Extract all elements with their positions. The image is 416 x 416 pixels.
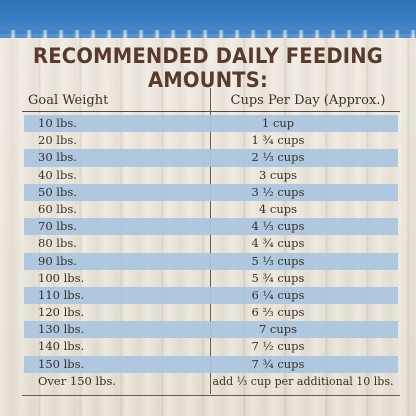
- weight-cell: 40 lbs.: [38, 167, 77, 182]
- cups-cell: 5 ¾ cups: [251, 270, 305, 285]
- column-header-cups: Cups Per Day (Approx.): [230, 93, 386, 108]
- weight-cell: 110 lbs.: [38, 287, 85, 302]
- cups-cell: 7 cups: [258, 322, 298, 337]
- cups-cell: 2 ⅓ cups: [251, 150, 305, 165]
- column-header-weight: Goal Weight: [28, 93, 109, 108]
- weight-cell: 50 lbs.: [38, 184, 77, 199]
- column-divider: [210, 88, 211, 394]
- cups-cell: 3 cups: [258, 167, 298, 182]
- table-row: 140 lbs. 7 ½ cups: [0, 338, 416, 355]
- table-row: Over 150 lbs. add ⅓ cup per additional 10…: [0, 373, 416, 390]
- feeding-table: 10 lbs. 1 cup 20 lbs. 1 ¾ cups 30 lbs. 2 ⅓ …: [0, 115, 416, 390]
- weight-cell: 150 lbs.: [38, 356, 85, 371]
- weight-cell: 20 lbs.: [38, 133, 77, 148]
- cups-cell: 4 ⅓ cups: [251, 219, 305, 234]
- cups-cell: 4 ¾ cups: [251, 236, 305, 251]
- table-row: 30 lbs. 2 ⅓ cups: [0, 149, 416, 167]
- cups-cell: 7 ½ cups: [251, 339, 305, 354]
- table-row: 50 lbs. 3 ½ cups: [0, 183, 416, 201]
- table-row: 90 lbs. 5 ⅓ cups: [0, 252, 416, 270]
- weight-cell: 10 lbs.: [38, 116, 77, 130]
- header-divider: [22, 111, 400, 112]
- table-row: 70 lbs. 4 ⅓ cups: [0, 218, 416, 236]
- cups-cell: add ⅓ cup per additional 10 lbs.: [212, 374, 394, 388]
- weight-cell: 80 lbs.: [38, 236, 77, 251]
- page-title: RECOMMENDED DAILY FEEDING AMOUNTS:: [33, 44, 383, 92]
- table-row: 80 lbs. 4 ¾ cups: [0, 235, 416, 252]
- table-bottom-line: [22, 395, 400, 396]
- weight-cell: 100 lbs.: [38, 270, 85, 285]
- weight-cell: 30 lbs.: [38, 150, 77, 165]
- table-row: 60 lbs. 4 cups: [0, 201, 416, 218]
- weight-cell: 130 lbs.: [38, 322, 85, 337]
- weight-cell: 70 lbs.: [38, 219, 77, 234]
- cups-cell: 1 ¾ cups: [251, 133, 305, 148]
- table-row: 10 lbs. 1 cup: [0, 115, 416, 133]
- cups-cell: 6 ⅔ cups: [251, 305, 305, 320]
- weight-cell: 60 lbs.: [38, 201, 77, 216]
- cups-cell: 5 ⅓ cups: [251, 253, 305, 268]
- cups-cell: 4 cups: [258, 201, 298, 216]
- top-blue-band: [0, 0, 416, 34]
- table-row: 150 lbs. 7 ¾ cups: [0, 355, 416, 373]
- cups-cell: 3 ½ cups: [251, 184, 305, 199]
- cups-cell: 6 ¼ cups: [251, 287, 305, 302]
- table-row: 40 lbs. 3 cups: [0, 167, 416, 184]
- weight-cell: 90 lbs.: [38, 253, 77, 268]
- weight-cell: Over 150 lbs.: [38, 373, 117, 388]
- table-header: Goal Weight Cups Per Day (Approx.): [0, 91, 416, 113]
- table-row: 20 lbs. 1 ¾ cups: [0, 132, 416, 149]
- weight-cell: 120 lbs.: [38, 305, 85, 320]
- table-row: 120 lbs. 6 ⅔ cups: [0, 304, 416, 321]
- table-row: 130 lbs. 7 cups: [0, 321, 416, 339]
- table-row: 100 lbs. 5 ¾ cups: [0, 270, 416, 287]
- table-row: 110 lbs. 6 ¼ cups: [0, 286, 416, 305]
- cups-cell: 1 cup: [261, 116, 295, 130]
- top-band-edge: [0, 30, 416, 38]
- weight-cell: 140 lbs.: [38, 339, 85, 354]
- cups-cell: 7 ¾ cups: [251, 356, 305, 371]
